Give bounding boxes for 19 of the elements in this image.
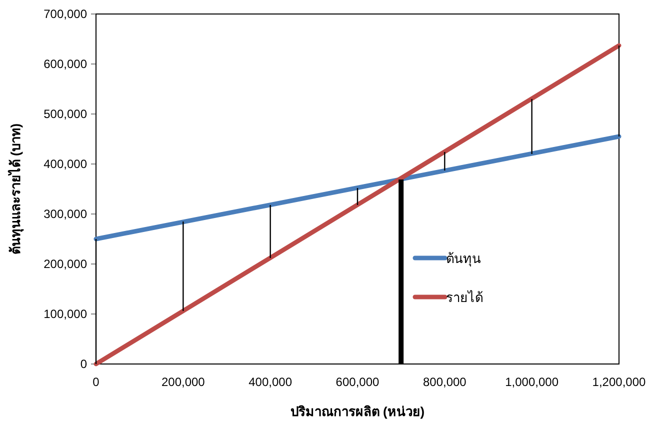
y-tick-label: 600,000 xyxy=(44,57,88,71)
legend-label: ต้นทุน xyxy=(446,251,481,267)
y-axis-title: ต้นทุนและรายได้ (บาท) xyxy=(7,123,24,255)
y-tick-label: 300,000 xyxy=(44,207,88,221)
x-tick-label: 0 xyxy=(92,375,100,389)
x-tick-label: 200,000 xyxy=(161,375,206,389)
x-axis-title: ปริมาณการผลิต (หน่วย) xyxy=(290,404,425,419)
y-tick-label: 400,000 xyxy=(44,157,88,171)
y-tick-label: 100,000 xyxy=(44,307,88,321)
y-tick-label: 0 xyxy=(80,357,88,371)
legend-label: รายได้ xyxy=(446,290,483,305)
y-tick-label: 700,000 xyxy=(44,7,88,21)
y-tick-label: 200,000 xyxy=(44,257,88,271)
x-tick-label: 600,000 xyxy=(336,375,380,389)
x-tick-label: 800,000 xyxy=(422,375,467,389)
y-tick-label: 500,000 xyxy=(44,107,88,121)
x-tick-label: 400,000 xyxy=(248,375,292,389)
x-tick-label: 1,000,000 xyxy=(505,375,559,389)
x-tick-label: 1,200,000 xyxy=(592,375,646,389)
